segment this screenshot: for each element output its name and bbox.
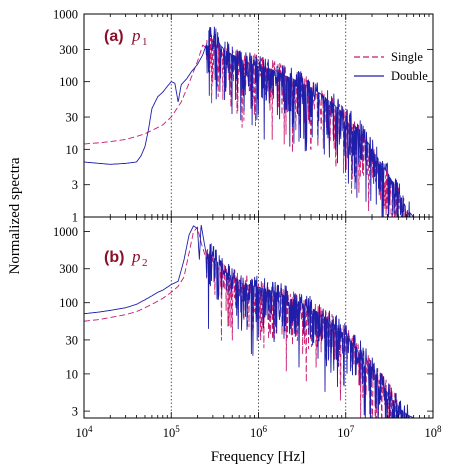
x-tick-label: 105	[163, 424, 181, 440]
panel-b-variable: p	[131, 247, 141, 266]
panel-a-gridlines	[170, 14, 347, 217]
panel-a-variable-subscript: 1	[142, 36, 148, 48]
x-tick-label: 108	[425, 424, 443, 440]
legend: Single Double	[354, 50, 428, 83]
y-tick-label: 300	[59, 43, 78, 57]
series-single-line	[84, 33, 411, 217]
panel-b-ticks	[83, 217, 433, 418]
panel-b-variable-subscript: 2	[142, 257, 148, 269]
x-axis-title: Frequency [Hz]	[211, 449, 306, 465]
y-tick-label: 10	[66, 367, 79, 381]
y-tick-label: 300	[59, 262, 78, 276]
series-double-line	[84, 225, 414, 418]
panel-a-y-tick-labels: 1 3 10 30 100 300 1000	[53, 8, 78, 225]
y-tick-label: 1	[72, 211, 78, 225]
y-axis-title: Normalized spectra	[7, 157, 23, 274]
y-tick-label: 3	[72, 405, 78, 419]
panel-a-variable: p	[131, 26, 141, 45]
y-tick-label: 100	[59, 75, 78, 89]
x-tick-labels: 104 105 106 107 108	[76, 424, 443, 440]
legend-single-label: Single	[391, 50, 423, 64]
x-tick-label: 104	[76, 424, 94, 440]
y-tick-label: 30	[66, 111, 79, 125]
panel-a-series	[84, 26, 414, 217]
legend-double-label: Double	[391, 69, 428, 83]
y-tick-label: 1000	[53, 225, 78, 239]
series-double-line	[84, 26, 414, 217]
panel-a: 1 3 10 30 100 300 1000 (a) p 1 Single Double	[53, 8, 434, 225]
y-tick-label: 1000	[53, 8, 78, 22]
x-tick-label: 107	[337, 424, 355, 440]
panel-b-y-tick-labels: 3 10 30 100 300 1000	[53, 225, 78, 419]
panel-b-tag: (b)	[104, 249, 124, 266]
y-tick-label: 100	[59, 296, 78, 310]
y-tick-label: 3	[72, 178, 78, 192]
y-tick-label: 30	[66, 333, 79, 347]
y-tick-label: 10	[66, 143, 79, 157]
panel-b: 3 10 30 100 300 1000 (b) p 2	[53, 216, 434, 419]
x-tick-label: 106	[250, 424, 268, 440]
panel-b-series	[84, 225, 414, 418]
panel-a-tag: (a)	[104, 28, 124, 45]
